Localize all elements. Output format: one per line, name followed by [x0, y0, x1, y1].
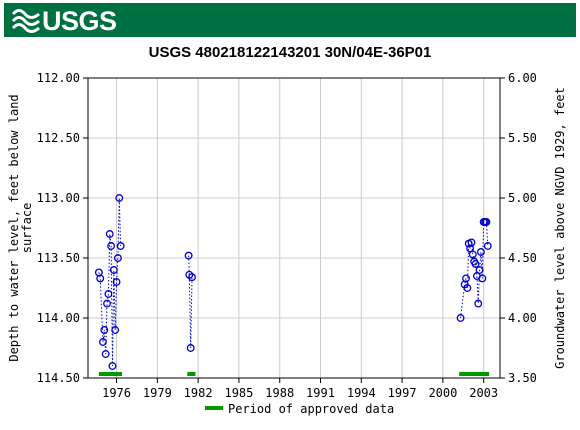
- data-point: [188, 273, 196, 282]
- legend-label-approved: Period of approved data: [228, 402, 394, 416]
- data-point: [467, 238, 476, 247]
- usgs-banner: USGS: [4, 3, 576, 37]
- x-tick-label: 1994: [347, 386, 376, 400]
- x-tick-label: 2003: [469, 386, 498, 400]
- data-point: [111, 326, 120, 334]
- data-point: [115, 194, 124, 202]
- y-tick-label-left: 112.00: [37, 71, 80, 85]
- data-point: [474, 299, 483, 308]
- approved-period-bar: [459, 372, 490, 376]
- y-tick-label-left: 112.50: [37, 131, 80, 145]
- data-point: [478, 274, 487, 283]
- data-point: [116, 242, 125, 250]
- data-point: [483, 242, 492, 250]
- y-axis-label-left: Depth to water level, feet below landsur…: [7, 94, 34, 361]
- y-tick-label-left: 113.00: [37, 191, 80, 205]
- series-line: [98, 197, 122, 367]
- data-point: [101, 350, 110, 358]
- y-axis-label-right: Groundwater level above NGVD 1929, feet: [553, 87, 567, 369]
- data-point: [468, 250, 477, 259]
- data-point: [103, 299, 111, 308]
- legend: Period of approved data: [205, 402, 394, 416]
- approved-period-bar: [98, 372, 122, 376]
- x-tick-label: 1976: [102, 386, 131, 400]
- y-axis-label-left-line2: surface: [20, 203, 34, 254]
- legend-swatch-approved: [205, 406, 223, 410]
- y-axis-label-left-line1: Depth to water level, feet below land: [7, 94, 21, 361]
- data-point: [475, 266, 484, 274]
- y-tick-label-right: 5.00: [508, 191, 537, 205]
- data-point: [184, 251, 193, 260]
- usgs-wave-icon: [12, 9, 40, 33]
- x-tick-label: 1988: [265, 386, 294, 400]
- data-point: [105, 230, 114, 238]
- grid-lines: [88, 77, 500, 379]
- data-point: [456, 314, 465, 322]
- approved-period-bar: [187, 372, 196, 376]
- data-point: [462, 274, 470, 283]
- data-point: [107, 242, 116, 250]
- y-tick-label-right: 5.50: [508, 131, 537, 145]
- chart-title: USGS 480218122143201 30N/04E-36P01: [148, 44, 432, 61]
- data-point: [112, 278, 121, 286]
- data-point: [113, 254, 122, 262]
- data-point: [463, 284, 472, 292]
- axis-ticks: 1976 1979 1982 1985 1988 1991 1994 1997 2000 2003…: [37, 71, 537, 400]
- data-point: [100, 326, 109, 334]
- x-tick-label: 1982: [184, 386, 213, 400]
- y-tick-label-right: 3.50: [508, 371, 537, 385]
- y-tick-label-left: 114.50: [37, 371, 80, 385]
- data-point: [109, 266, 118, 274]
- y-tick-label-left: 114.00: [37, 311, 80, 325]
- data-point: [99, 338, 107, 346]
- series-line: [188, 255, 193, 349]
- y-tick-label-right: 6.00: [508, 71, 537, 85]
- data-point: [104, 290, 113, 298]
- usgs-logo-text: USGS: [42, 6, 117, 36]
- data-series: [94, 194, 492, 370]
- y-tick-label-right: 4.00: [508, 311, 537, 325]
- data-point: [477, 248, 485, 256]
- data-point: [471, 260, 480, 268]
- x-tick-label: 1979: [143, 386, 172, 400]
- x-tick-label: 1997: [388, 386, 417, 400]
- plot-frame: [87, 77, 501, 379]
- data-point: [186, 344, 195, 352]
- x-tick-label: 1985: [224, 386, 253, 400]
- x-tick-label: 2000: [428, 386, 457, 400]
- data-point: [96, 274, 105, 283]
- data-point: [482, 218, 491, 226]
- y-tick-label-left: 113.50: [37, 251, 80, 265]
- approved-period-bars: [98, 372, 490, 376]
- data-point: [108, 362, 117, 370]
- x-tick-label: 1991: [306, 386, 335, 400]
- y-tick-label-right: 4.50: [508, 251, 537, 265]
